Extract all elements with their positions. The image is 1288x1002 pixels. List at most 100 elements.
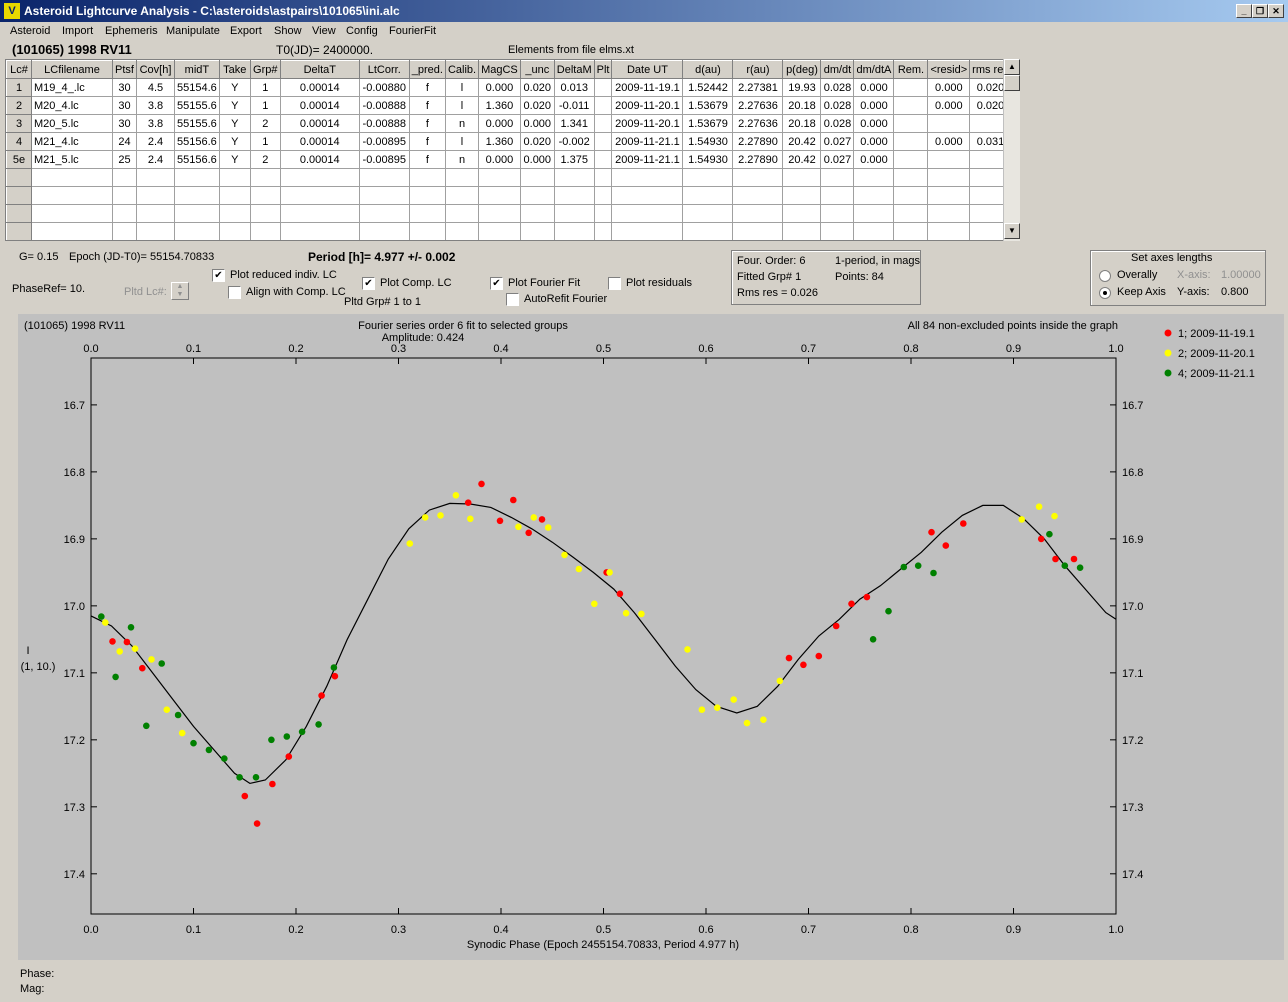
table-cell[interactable] [112,222,137,240]
close-icon[interactable]: ✕ [1268,4,1284,18]
table-cell[interactable] [136,222,175,240]
table-cell[interactable]: 0.027 [820,132,855,151]
plot-fourier-checkbox[interactable]: ✔ [490,277,503,290]
table-cell[interactable]: 0.000 [853,150,895,169]
table-cell[interactable]: l [444,78,480,97]
plot-residuals-checkbox[interactable] [608,277,621,290]
table-cell[interactable] [593,78,613,97]
menu-asteroid[interactable]: Asteroid [10,25,51,37]
table-cell[interactable]: 2009-11-21.1 [611,150,684,169]
table-cell[interactable] [927,222,971,240]
table-cell[interactable] [6,186,32,205]
table-cell[interactable]: 30 [112,78,137,97]
app-icon[interactable]: V [4,3,20,19]
table-cell[interactable]: M20_4.lc [31,96,113,115]
table-cell[interactable] [31,186,113,205]
table-cell[interactable]: Y [218,96,251,115]
table-cell[interactable]: -0.00880 [358,78,410,97]
column-header[interactable]: Grp# [249,60,281,79]
table-cell[interactable]: 2009-11-20.1 [611,114,684,133]
table-row[interactable]: 4 M21_4.lc 24 2.4 55156.6 Y 1 0.00014 -0.00895 f l… [6,132,1012,151]
table-cell[interactable]: 0.020 [519,96,555,115]
yaxis-value[interactable]: 0.800 [1221,286,1249,298]
table-row[interactable] [6,186,1012,205]
table-cell[interactable]: n [444,150,480,169]
table-cell[interactable] [174,204,220,223]
menu-manipulate[interactable]: Manipulate [166,25,220,37]
column-header[interactable]: _unc [519,60,555,79]
table-cell[interactable] [893,96,929,115]
table-cell[interactable] [682,204,734,223]
table-cell[interactable]: 55154.6 [174,78,220,97]
menu-export[interactable]: Export [230,25,262,37]
table-cell[interactable] [519,168,555,187]
table-cell[interactable] [358,168,410,187]
table-cell[interactable] [31,204,113,223]
table-cell[interactable] [136,186,175,205]
table-cell[interactable] [358,222,410,240]
table-cell[interactable]: 0.000 [927,96,971,115]
table-cell[interactable]: Y [218,150,251,169]
menu-import[interactable]: Import [62,25,94,37]
table-cell[interactable]: 55156.6 [174,150,220,169]
table-cell[interactable]: 2.27636 [732,114,784,133]
table-cell[interactable] [478,186,521,205]
table-cell[interactable] [893,186,929,205]
table-cell[interactable]: 25 [112,150,137,169]
column-header[interactable]: Ptsf [112,60,137,79]
table-cell[interactable] [682,186,734,205]
table-cell[interactable]: 3 [6,114,32,133]
scroll-down-icon[interactable]: ▼ [1004,223,1020,239]
table-cell[interactable] [408,186,446,205]
table-cell[interactable]: 1.52442 [682,78,734,97]
table-cell[interactable] [893,78,929,97]
table-cell[interactable] [553,168,595,187]
table-cell[interactable]: 2.27890 [732,150,784,169]
column-header[interactable]: Plt [593,60,613,79]
table-cell[interactable] [782,204,822,223]
table-cell[interactable]: 20.42 [782,132,822,151]
table-cell[interactable] [136,168,175,187]
column-header[interactable]: <resid> [927,60,971,79]
table-cell[interactable] [593,204,613,223]
table-cell[interactable] [478,204,521,223]
table-cell[interactable]: l [444,96,480,115]
table-cell[interactable] [611,168,684,187]
table-cell[interactable]: 0.00014 [279,96,360,115]
table-cell[interactable]: M21_4.lc [31,132,113,151]
table-cell[interactable] [820,168,855,187]
column-header[interactable]: Cov[h] [136,60,175,79]
xaxis-value[interactable]: 1.00000 [1221,269,1261,281]
table-cell[interactable]: 2.27381 [732,78,784,97]
table-cell[interactable] [820,204,855,223]
table-row[interactable]: 5e M21_5.lc 25 2.4 55156.6 Y 2 0.00014 -0.00895 f… [6,150,1012,169]
table-cell[interactable]: 0.020 [969,78,1012,97]
table-cell[interactable]: 0.031 [969,132,1012,151]
table-row[interactable]: 3 M20_5.lc 30 3.8 55155.6 Y 2 0.00014 -0.00888 f n… [6,114,1012,133]
table-cell[interactable] [249,222,281,240]
table-cell[interactable]: 2 [249,150,281,169]
table-cell[interactable] [682,222,734,240]
table-cell[interactable] [782,222,822,240]
table-cell[interactable]: 2 [6,96,32,115]
table-cell[interactable]: 30 [112,114,137,133]
table-cell[interactable] [782,168,822,187]
table-cell[interactable] [31,222,113,240]
table-cell[interactable] [611,204,684,223]
menu-view[interactable]: View [312,25,336,37]
table-cell[interactable]: f [408,132,446,151]
table-cell[interactable]: 4 [6,132,32,151]
table-cell[interactable] [279,222,360,240]
table-cell[interactable]: 0.000 [853,132,895,151]
table-cell[interactable] [444,168,480,187]
table-cell[interactable] [519,204,555,223]
table-cell[interactable]: -0.00895 [358,132,410,151]
table-cell[interactable] [519,222,555,240]
table-cell[interactable] [593,222,613,240]
table-cell[interactable]: n [444,114,480,133]
table-cell[interactable]: 2.27636 [732,96,784,115]
table-cell[interactable] [279,186,360,205]
column-header[interactable]: LCfilename [31,60,113,79]
table-cell[interactable]: 19.93 [782,78,822,97]
table-row[interactable]: 2 M20_4.lc 30 3.8 55155.6 Y 1 0.00014 -0.00888 f l… [6,96,1012,115]
